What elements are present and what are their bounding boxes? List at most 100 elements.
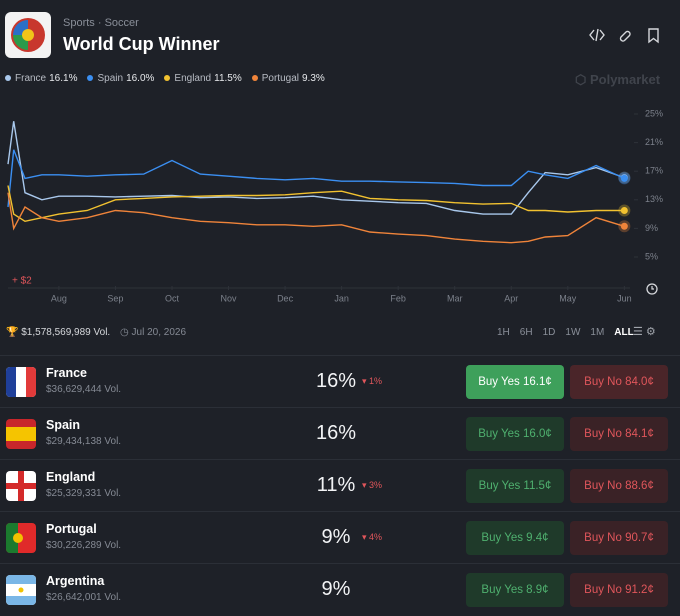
x-tick-label: May	[559, 293, 577, 303]
y-tick-label: 5%	[645, 251, 658, 261]
buy-yes-button[interactable]: Buy Yes 16.0¢	[466, 417, 564, 451]
x-tick-label: Mar	[447, 293, 463, 303]
market-chance: 9%	[321, 526, 351, 548]
x-tick-label: Aug	[51, 293, 67, 303]
market-row[interactable]: England $25,329,331 Vol. 11% ▾ 3% Buy Yes 11…	[0, 459, 680, 512]
buy-yes-button[interactable]: Buy Yes 16.1¢	[466, 365, 564, 399]
y-tick-label: 17%	[645, 166, 663, 176]
legend-value: 9.3%	[302, 73, 325, 84]
range-button[interactable]: 1H	[497, 327, 510, 338]
range-button[interactable]: 6H	[519, 327, 533, 338]
crumb[interactable]: Sports	[63, 17, 95, 29]
legend-value: 16.1%	[49, 73, 78, 84]
legend-swatch	[164, 75, 171, 81]
market-row[interactable]: France $36,629,444 Vol. 16% ▾ 1% Buy Yes 16.…	[0, 355, 680, 408]
market-row[interactable]: Spain $29,434,138 Vol. 16% Buy Yes 16.0¢ Buy…	[0, 407, 680, 460]
flag-image	[6, 471, 36, 501]
legend-name: Portugal	[261, 73, 299, 84]
flag-image	[6, 523, 36, 553]
buy-yes-button[interactable]: Buy Yes 9.4¢	[466, 521, 564, 555]
legend-value: 11.5%	[214, 73, 242, 84]
x-tick-label: Feb	[390, 293, 406, 303]
clock-hand	[651, 286, 654, 290]
y-tick-label: 13%	[645, 194, 663, 204]
date-text: Jul 20, 2026	[131, 327, 187, 338]
series-line	[7, 121, 625, 215]
range-button[interactable]: 1D	[542, 327, 556, 338]
range-button[interactable]: 1M	[590, 327, 605, 338]
market-row[interactable]: Argentina $26,642,001 Vol. 9% Buy Yes 8.9¢ B…	[0, 563, 680, 616]
link-icon[interactable]	[619, 30, 631, 42]
end-date: ◷ Jul 20, 2026	[120, 327, 187, 338]
market-change: ▾ 4%	[362, 532, 383, 542]
total-volume: 🏆 $1,578,569,989 Vol.	[6, 327, 111, 338]
end-point	[620, 222, 628, 230]
flag	[6, 367, 36, 397]
series-line	[7, 192, 625, 244]
flag-image	[6, 367, 36, 397]
volume-text: $1,578,569,989 Vol.	[21, 327, 111, 338]
market-name: England	[46, 470, 96, 484]
pnl-annotation: + $2	[12, 276, 32, 287]
market-row[interactable]: Portugal $30,226,289 Vol. 9% ▾ 4% Buy Yes 9.…	[0, 511, 680, 564]
flag	[6, 419, 36, 449]
market-change: ▾ 3%	[362, 480, 383, 490]
embed-icon[interactable]	[589, 28, 605, 42]
x-tick-label: Jun	[617, 293, 632, 303]
market-chance: 11%	[316, 474, 356, 496]
market-change: ▾ 1%	[362, 376, 383, 386]
flag-image	[6, 419, 36, 449]
ball-icon	[11, 18, 45, 52]
buy-no-button[interactable]: Buy No 91.2¢	[570, 573, 668, 607]
brand-name: Polymarket	[589, 72, 661, 87]
title: World Cup Winner	[63, 34, 220, 54]
buy-no-button[interactable]: Buy No 88.6¢	[570, 469, 668, 503]
buy-no-button[interactable]: Buy No 90.7¢	[570, 521, 668, 555]
buy-no-button[interactable]: Buy No 84.0¢	[570, 365, 668, 399]
series-line	[7, 149, 625, 208]
legend-swatch	[87, 75, 94, 81]
flag-image	[6, 575, 36, 605]
market-chance: 16%	[315, 370, 357, 392]
legend-swatch	[5, 75, 11, 81]
market-volume: $26,642,001 Vol.	[46, 592, 122, 603]
x-tick-label: Oct	[165, 293, 180, 303]
market-chance: 16%	[315, 422, 357, 444]
page: Sports · Soccer World Cup Winner France 1…	[0, 12, 680, 607]
event-icon	[5, 12, 51, 58]
flag	[6, 471, 36, 501]
buy-yes-button[interactable]: Buy Yes 8.9¢	[466, 573, 564, 607]
market-name: Portugal	[46, 522, 97, 536]
brand: ⬡ Polymarket	[575, 72, 661, 87]
x-tick-label: Nov	[221, 293, 238, 303]
market-name: France	[46, 366, 87, 380]
end-point	[620, 207, 628, 215]
legend-swatch	[251, 75, 258, 81]
market-name: Argentina	[46, 574, 105, 588]
range-selector: 1H 6H 1D 1W 1M ALL	[497, 327, 634, 338]
end-point	[620, 174, 628, 182]
flag	[6, 575, 36, 605]
y-tick-label: 9%	[645, 223, 658, 233]
header-actions	[589, 28, 659, 44]
market-volume: $30,226,289 Vol.	[46, 540, 122, 551]
range-button[interactable]: 1W	[565, 327, 581, 338]
buy-yes-button[interactable]: Buy Yes 11.5¢	[466, 469, 564, 503]
crumb[interactable]: Soccer	[104, 17, 139, 29]
legend-item: Portugal 9.3%	[251, 73, 325, 84]
range-button[interactable]: ALL	[614, 327, 634, 338]
clock-icon[interactable]	[646, 283, 658, 295]
market-name: Spain	[46, 418, 81, 432]
x-tick-label: Dec	[277, 293, 294, 303]
x-tick-label: Apr	[504, 293, 518, 303]
legend-name: Spain	[97, 73, 124, 84]
legend-name: England	[174, 73, 212, 84]
x-tick-label: Sep	[107, 293, 123, 303]
bookmark-icon[interactable]	[648, 28, 659, 44]
legend-value: 16.0%	[126, 73, 155, 84]
y-tick-label: 21%	[645, 137, 663, 147]
legend: France 16.1% Spain 16.0% England 11.5% Portuga…	[5, 73, 325, 84]
chart-settings[interactable]: ☰ ⚙	[633, 326, 656, 338]
legend-item: England 11.5%	[164, 73, 242, 84]
buy-no-button[interactable]: Buy No 84.1¢	[570, 417, 668, 451]
